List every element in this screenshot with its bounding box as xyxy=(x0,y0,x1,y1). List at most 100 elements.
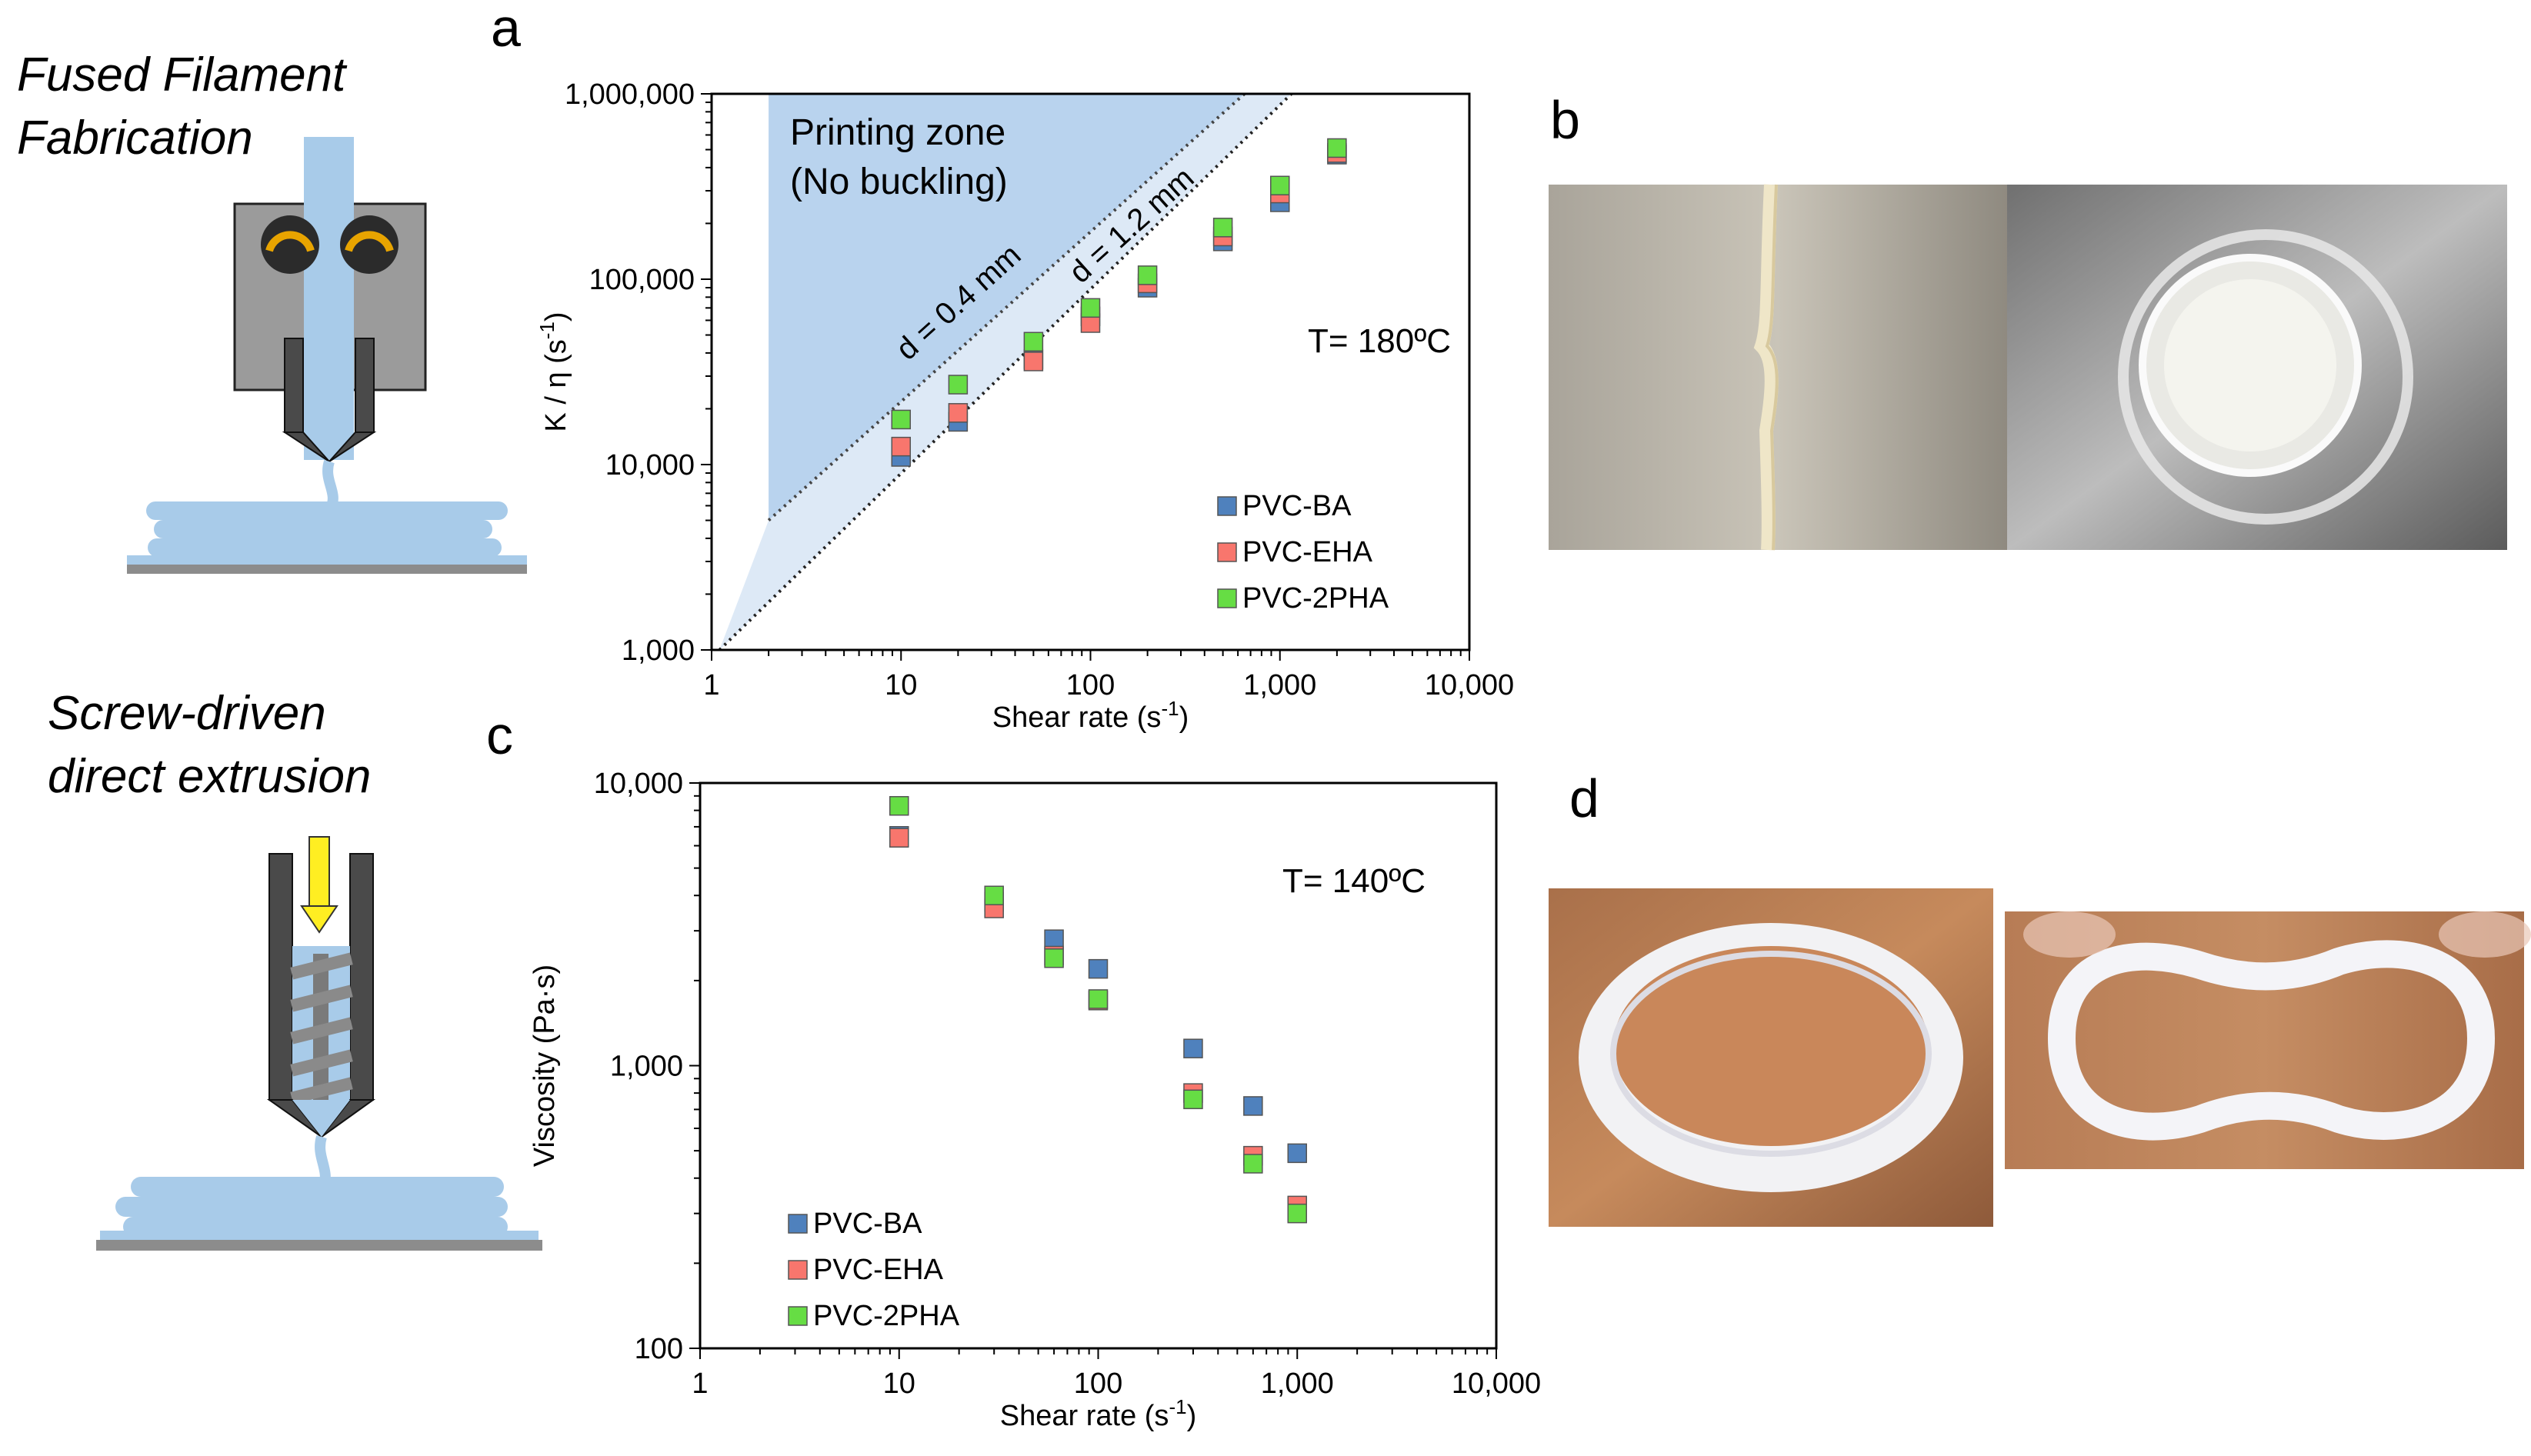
data-point-pvc-ba xyxy=(1088,958,1109,979)
fff-drive-gear-right xyxy=(340,215,398,274)
legend-marker xyxy=(788,1306,808,1326)
data-point-pvc-2pha xyxy=(1287,1203,1307,1224)
y-tick-label: 1,000,000 xyxy=(565,78,695,111)
x-tick-label: 1,000 xyxy=(1243,669,1316,701)
legend-label: PVC-2PHA xyxy=(813,1300,960,1332)
x-tick-label: 1 xyxy=(692,1368,708,1400)
data-point-pvc-2pha xyxy=(984,885,1004,905)
fff-title-line2: Fabrication xyxy=(17,112,253,165)
data-point-pvc-2pha xyxy=(1023,332,1044,352)
data-point-pvc-2pha xyxy=(1212,218,1233,238)
data-point-pvc-2pha xyxy=(1080,298,1101,318)
legend-label: PVC-EHA xyxy=(1242,536,1373,568)
fff-filament xyxy=(304,137,354,460)
printing-zone-subtitle: (No buckling) xyxy=(790,162,1008,202)
panel-label-a: a xyxy=(491,0,521,58)
photo-d-squeezed-ring xyxy=(2005,911,2531,1169)
y-tick-label: 10,000 xyxy=(594,768,683,800)
data-point-pvc-2pha xyxy=(889,795,909,816)
legend-label: PVC-EHA xyxy=(813,1254,944,1286)
legend-marker xyxy=(1217,588,1237,608)
photo-b-filament xyxy=(1549,184,2007,551)
legend-label: PVC-BA xyxy=(813,1208,922,1240)
y-tick-label: 1,000 xyxy=(610,1051,683,1083)
data-point-pvc-ba xyxy=(1183,1038,1203,1058)
photo-b-printed-disc xyxy=(2007,185,2507,550)
fff-title-line1: Fused Filament xyxy=(17,48,348,102)
chart-a-x-axis-label: Shear rate (s-1) xyxy=(992,697,1189,734)
legend-marker xyxy=(788,1260,808,1280)
data-point-pvc-eha xyxy=(1023,352,1044,371)
x-tick-label: 10,000 xyxy=(1425,669,1514,701)
data-point-pvc-ba xyxy=(1044,929,1064,949)
x-tick-label: 10 xyxy=(885,669,917,701)
d-0.4mm-line xyxy=(767,92,1246,522)
x-tick-label: 1 xyxy=(703,669,719,701)
data-point-pvc-2pha xyxy=(1044,948,1064,968)
data-point-pvc-eha xyxy=(891,436,911,457)
data-point-pvc-2pha xyxy=(948,375,969,395)
chart-c-y-ticks: 100 1,000 10,000 xyxy=(594,768,700,1365)
screw-schematic: Screw-driven direct extrusion xyxy=(48,687,542,1251)
chart-a-temperature: T= 180ºC xyxy=(1308,322,1451,360)
x-tick-label: 100 xyxy=(1066,669,1115,701)
chart-c-x-axis-label: Shear rate (s-1) xyxy=(1000,1395,1196,1432)
screw-flights xyxy=(290,952,353,1104)
data-point-pvc-2pha xyxy=(1243,1154,1263,1174)
legend-marker xyxy=(1217,542,1237,562)
data-point-pvc-eha xyxy=(948,403,969,423)
fff-printhead xyxy=(233,137,427,511)
d-1.2mm-line xyxy=(718,92,1293,651)
y-tick-label: 1,000 xyxy=(622,635,695,667)
chart-a-points xyxy=(891,138,1347,467)
chart-a-x-ticks: 1 10 100 1,000 10,000 xyxy=(703,650,1514,701)
y-tick-label: 100 xyxy=(635,1333,683,1365)
chart-c: 1 10 100 1,000 10,000 100 1,000 10,000 Shear r… xyxy=(529,768,1541,1432)
chart-c-y-axis-label: Viscosity (Pa·s) xyxy=(529,965,561,1167)
fff-drive-gear-left xyxy=(261,215,319,274)
screw-title-line2: direct extrusion xyxy=(48,750,371,803)
fff-build-plate xyxy=(127,565,527,574)
data-point-pvc-2pha xyxy=(1270,175,1290,196)
screw-title-line1: Screw-driven xyxy=(48,687,326,740)
chart-a-legend: PVC-BA PVC-EHA PVC-2PHA xyxy=(1217,490,1389,615)
data-point-pvc-2pha xyxy=(1183,1089,1203,1110)
chart-c-points xyxy=(889,795,1307,1224)
fff-schematic: Fused Filament Fabrication xyxy=(17,48,527,574)
legend-label: PVC-BA xyxy=(1242,490,1352,522)
data-point-pvc-2pha xyxy=(1327,138,1347,158)
screw-extruder xyxy=(266,836,376,1191)
panel-label-d: d xyxy=(1569,768,1599,828)
x-tick-label: 10 xyxy=(883,1368,915,1400)
legend-marker xyxy=(1217,496,1237,516)
x-tick-label: 10,000 xyxy=(1452,1368,1541,1400)
data-point-pvc-ba xyxy=(1243,1096,1263,1116)
chart-a: 1 10 100 1,000 10,000 1,00010,000100,0001,00… xyxy=(535,78,1514,734)
feed-arrow-icon xyxy=(300,836,338,934)
x-tick-label: 1,000 xyxy=(1261,1368,1334,1400)
screw-build-plate xyxy=(96,1240,542,1251)
chart-a-y-axis-label: K / η (s-1) xyxy=(535,312,572,431)
legend-marker xyxy=(788,1214,808,1234)
chart-a-y-ticks: 1,000 10,000 100,000 1,000,000 xyxy=(565,78,712,667)
legend-label: PVC-2PHA xyxy=(1242,582,1389,615)
panel-label-b: b xyxy=(1550,90,1580,150)
printing-zone xyxy=(718,92,1293,651)
data-point-pvc-2pha xyxy=(1137,265,1158,285)
y-tick-label: 10,000 xyxy=(605,449,695,481)
chart-c-temperature: T= 140ºC xyxy=(1282,862,1426,900)
data-point-pvc-2pha xyxy=(1088,989,1109,1009)
printing-zone-title: Printing zone xyxy=(790,112,1005,153)
y-tick-label: 100,000 xyxy=(589,264,695,296)
chart-c-legend: PVC-BA PVC-EHA PVC-2PHA xyxy=(788,1208,960,1332)
data-point-pvc-ba xyxy=(1287,1143,1307,1164)
panel-label-c: c xyxy=(486,705,513,765)
photo-d-ring xyxy=(1549,888,1993,1227)
chart-c-x-ticks: 1 10 100 1,000 10,000 xyxy=(692,1348,1541,1400)
data-point-pvc-eha xyxy=(889,828,909,848)
x-tick-label: 100 xyxy=(1074,1368,1122,1400)
data-point-pvc-2pha xyxy=(891,409,911,430)
screw-deposited-layers xyxy=(96,1177,542,1251)
fff-deposited-layers xyxy=(127,501,527,574)
